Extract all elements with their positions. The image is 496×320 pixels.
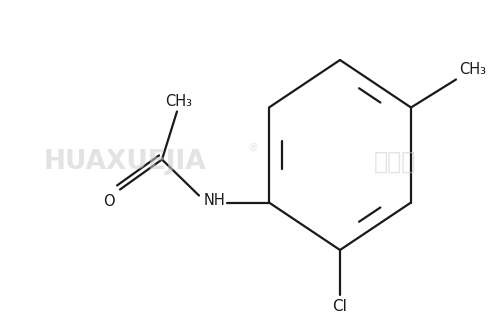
Text: CH₃: CH₃ — [459, 61, 486, 76]
Text: NH: NH — [203, 193, 225, 208]
Text: 化学加: 化学加 — [374, 150, 416, 174]
Text: O: O — [103, 194, 115, 209]
Text: Cl: Cl — [332, 299, 347, 314]
Text: ®: ® — [248, 143, 258, 153]
Text: HUAXUEJIA: HUAXUEJIA — [44, 149, 206, 175]
Text: CH₃: CH₃ — [166, 93, 192, 108]
